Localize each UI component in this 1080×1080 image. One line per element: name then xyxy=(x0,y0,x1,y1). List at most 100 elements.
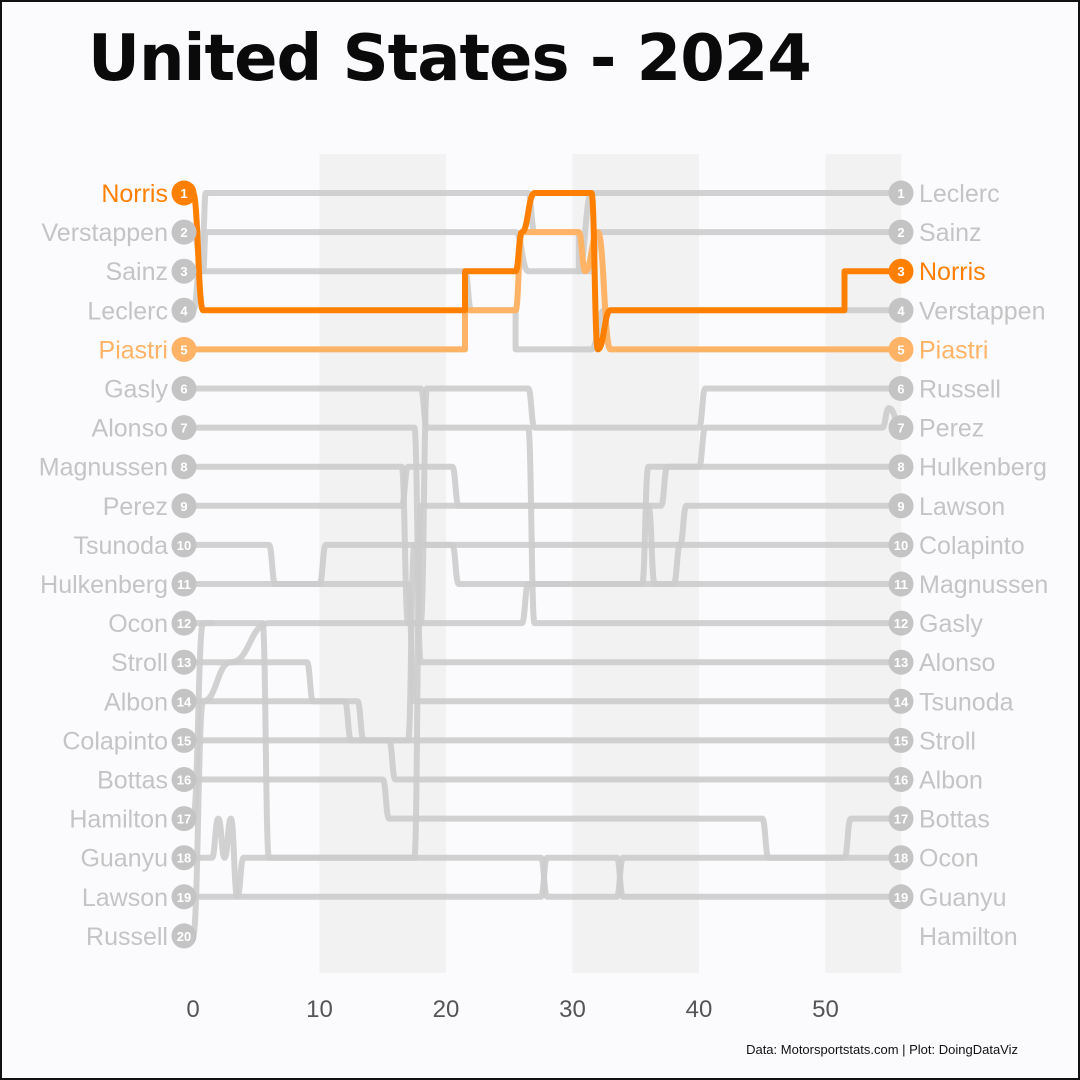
start-position-number: 11 xyxy=(177,577,191,592)
finish-position-number: 18 xyxy=(894,851,908,866)
start-marker-guanyu xyxy=(171,845,197,871)
start-marker-verstappen xyxy=(171,219,197,245)
start-marker-albon xyxy=(171,688,197,714)
finish-position-number: 14 xyxy=(894,694,909,709)
finish-marker-verstappen xyxy=(888,297,914,323)
line-leclerc xyxy=(190,190,905,314)
finish-marker-ocon xyxy=(888,845,914,871)
finish-position-number: 19 xyxy=(894,890,908,905)
x-axis-ticks: 0 10 20 30 40 50 xyxy=(186,996,839,1023)
line-stroll xyxy=(190,659,905,744)
start-marker-perez xyxy=(171,493,197,519)
start-position-number: 10 xyxy=(177,538,191,553)
finish-label-guanyu: Guanyu xyxy=(919,884,1007,912)
start-marker-bottas xyxy=(171,767,197,792)
finish-marker-colapinto xyxy=(888,532,914,558)
start-marker-alonso xyxy=(171,415,197,441)
start-marker-stroll xyxy=(171,649,197,675)
finish-marker-hulkenberg xyxy=(888,454,914,480)
finish-position-number: 12 xyxy=(894,616,908,631)
start-position-number: 2 xyxy=(180,225,187,240)
start-marker-russell xyxy=(171,923,197,949)
start-position-number: 9 xyxy=(180,499,187,514)
finish-label-hulkenberg: Hulkenberg xyxy=(919,454,1047,482)
finish-label-ocon: Ocon xyxy=(919,845,979,873)
finish-marker-tsunoda xyxy=(888,688,914,714)
finish-position-number: 17 xyxy=(894,812,908,827)
line-albon xyxy=(190,698,905,783)
chart-title: United States - 2024 xyxy=(88,22,812,96)
finish-marker-piastri xyxy=(888,336,914,362)
finish-marker-lawson xyxy=(888,493,914,519)
finish-position-number: 13 xyxy=(894,655,908,670)
line-piastri xyxy=(190,229,905,353)
finish-label-hamilton: Hamilton xyxy=(919,923,1018,951)
finish-label-norris: Norris xyxy=(919,258,986,286)
start-marker-piastri xyxy=(171,336,197,362)
x-tick-label: 50 xyxy=(812,996,839,1023)
finish-position-number: 2 xyxy=(897,225,904,240)
finish-label-russell: Russell xyxy=(919,376,1001,404)
start-label-stroll: Stroll xyxy=(111,649,168,677)
finish-marker-magnussen xyxy=(888,571,914,597)
finish-label-perez: Perez xyxy=(919,415,984,443)
start-grid-labels: 1 Norris 2 Verstappen 3 Sainz 4 Leclerc 5 Piastri… xyxy=(39,180,197,951)
line-hamilton xyxy=(190,620,215,822)
line-colapinto xyxy=(190,541,905,744)
x-tick-label: 10 xyxy=(306,996,333,1023)
start-marker-sainz xyxy=(171,258,197,284)
start-position-number: 20 xyxy=(177,929,191,944)
finish-label-colapinto: Colapinto xyxy=(919,532,1025,560)
start-label-russell: Russell xyxy=(86,923,168,951)
finish-order-labels: 1 Leclerc 2 Sainz 3 Norris 4 Verstappen 5 Piastri… xyxy=(888,180,1048,951)
start-marker-hulkenberg xyxy=(171,571,197,597)
finish-marker-alonso xyxy=(888,649,914,675)
line-gasly xyxy=(190,385,905,627)
finish-label-leclerc: Leclerc xyxy=(919,180,1000,208)
finish-marker-norris xyxy=(888,258,914,284)
finish-position-number: 9 xyxy=(897,499,904,514)
finish-label-gasly: Gasly xyxy=(919,610,983,638)
start-position-number: 19 xyxy=(177,890,191,905)
finish-label-tsunoda: Tsunoda xyxy=(919,688,1014,716)
start-position-number: 13 xyxy=(177,655,191,670)
start-position-number: 1 xyxy=(180,186,187,201)
start-label-hamilton: Hamilton xyxy=(69,806,168,834)
start-label-ocon: Ocon xyxy=(108,610,168,638)
start-marker-ocon xyxy=(171,610,197,636)
start-label-alonso: Alonso xyxy=(92,415,168,443)
start-position-number: 5 xyxy=(180,342,187,357)
finish-position-number: 11 xyxy=(894,577,908,592)
finish-label-verstappen: Verstappen xyxy=(919,297,1046,325)
start-marker-lawson xyxy=(171,884,197,910)
finish-position-number: 3 xyxy=(897,264,904,279)
finish-label-piastri: Piastri xyxy=(919,336,988,364)
start-position-number: 4 xyxy=(180,303,188,318)
x-tick-label: 0 xyxy=(186,996,199,1023)
start-position-number: 6 xyxy=(180,382,187,397)
start-marker-leclerc xyxy=(171,297,197,323)
finish-label-stroll: Stroll xyxy=(919,727,976,755)
start-label-hulkenberg: Hulkenberg xyxy=(40,571,168,599)
finish-position-number: 10 xyxy=(894,538,908,553)
start-label-guanyu: Guanyu xyxy=(80,845,168,873)
finish-position-number: 5 xyxy=(897,342,904,357)
finish-position-number: 1 xyxy=(897,186,904,201)
start-label-perez: Perez xyxy=(103,493,168,521)
finish-marker-gasly xyxy=(888,610,914,636)
x-tick-label: 30 xyxy=(559,996,586,1023)
band-10-20 xyxy=(319,154,446,973)
start-position-number: 17 xyxy=(177,812,191,827)
line-bottas xyxy=(190,776,905,861)
start-marker-colapinto xyxy=(171,727,197,753)
start-label-bottas: Bottas xyxy=(97,767,168,795)
finish-position-number: 8 xyxy=(897,460,904,475)
start-position-number: 16 xyxy=(177,773,191,788)
start-label-lawson: Lawson xyxy=(82,884,168,912)
finish-label-bottas: Bottas xyxy=(919,806,990,834)
finish-label-alonso: Alonso xyxy=(919,649,995,677)
start-position-number: 15 xyxy=(177,733,191,748)
start-position-number: 12 xyxy=(177,616,191,631)
band-50-56 xyxy=(825,154,902,973)
